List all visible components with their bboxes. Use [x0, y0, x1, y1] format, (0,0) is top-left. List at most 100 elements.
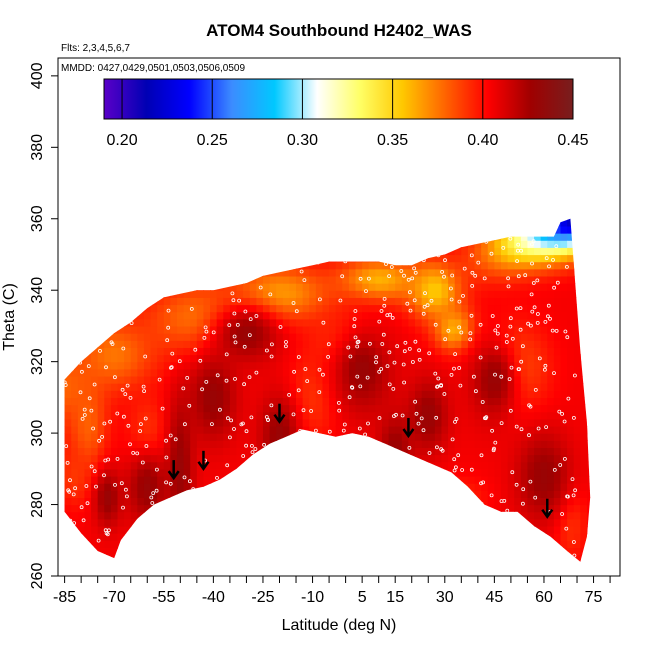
heat-cell [163, 297, 171, 306]
heat-cell [97, 397, 105, 406]
heat-cell [434, 433, 443, 441]
heat-cell [150, 468, 158, 477]
heat-cell [329, 290, 337, 298]
heat-cell [560, 247, 568, 256]
heat-cell [520, 361, 529, 370]
heat-cell [124, 504, 132, 513]
heat-cell [315, 290, 324, 298]
heat-cell [500, 368, 509, 377]
heat-cell [481, 254, 489, 263]
heat-cell [84, 447, 92, 456]
heat-cell [494, 461, 502, 470]
heat-cell [540, 418, 548, 427]
heat-cell [474, 475, 482, 484]
heat-cell [236, 383, 244, 391]
heat-cell [401, 354, 410, 363]
heat-cell [520, 311, 529, 320]
heat-cell [567, 375, 575, 384]
heat-cell [441, 354, 449, 363]
heat-cell [481, 397, 489, 406]
heat-cell [256, 425, 264, 434]
heat-cell [77, 454, 86, 463]
heat-cell [434, 325, 443, 334]
heat-cell [289, 354, 297, 363]
sample-point [232, 311, 237, 316]
sample-point [96, 538, 101, 543]
heat-cell [348, 425, 357, 434]
heat-cell [91, 425, 99, 434]
heat-cell [190, 340, 198, 348]
heat-cell [547, 483, 555, 491]
heat-cell [560, 540, 568, 549]
heat-cell [474, 240, 482, 248]
heat-cell [547, 311, 555, 320]
heat-cell [441, 297, 449, 306]
heat-cell [256, 340, 264, 348]
heat-cell [124, 454, 132, 463]
heat-cell [137, 511, 145, 520]
heat-cell [190, 483, 198, 491]
heat-cell [547, 261, 555, 270]
heat-cell [243, 318, 251, 327]
sample-point [543, 367, 547, 372]
heat-cell [375, 354, 383, 363]
sample-point [506, 276, 511, 281]
heat-cell [296, 340, 304, 348]
heat-cell [507, 311, 515, 320]
heat-cell [335, 375, 343, 384]
heat-cell [348, 283, 357, 291]
heat-cell [553, 275, 562, 284]
heat-cell [342, 375, 350, 384]
heat-cell [104, 361, 112, 370]
heat-cell [289, 275, 297, 284]
heat-cell [441, 404, 449, 413]
heat-cell [368, 340, 376, 348]
heat-cell [256, 404, 264, 413]
heat-cell [467, 418, 476, 427]
heat-cell [514, 504, 522, 513]
heat-cell [520, 468, 529, 477]
heat-cell [580, 433, 588, 441]
heat-cell [91, 490, 99, 498]
heat-cell [527, 483, 535, 491]
heat-cell [124, 347, 132, 356]
heat-cell [296, 325, 304, 334]
sample-point [504, 333, 509, 338]
heat-cell [84, 518, 92, 527]
heat-cell [236, 311, 244, 320]
heat-cell [210, 375, 218, 384]
heat-cell [401, 404, 410, 413]
sample-point [544, 425, 548, 430]
heat-cell [170, 347, 178, 356]
heat-cell [229, 311, 238, 320]
heat-cell [467, 354, 476, 363]
heat-cell [580, 483, 588, 491]
heat-cell [256, 283, 264, 291]
heat-cell [84, 375, 92, 384]
heat-cell [474, 461, 482, 470]
heat-cell [269, 290, 277, 298]
heat-cell [84, 404, 92, 413]
heat-cell [84, 497, 92, 506]
heat-cell [163, 461, 171, 470]
heat-cell [395, 347, 403, 356]
heat-cell [534, 268, 542, 277]
heat-cell [540, 325, 548, 334]
heat-cell [540, 440, 548, 448]
heat-cell [137, 504, 145, 513]
heat-cell [309, 397, 317, 406]
heat-cell [282, 368, 291, 377]
heat-cell [137, 361, 145, 370]
heat-cell [117, 511, 125, 520]
heat-cell [421, 440, 429, 448]
heat-cell [494, 261, 502, 270]
heat-cell [329, 354, 337, 363]
heat-cell [348, 361, 357, 370]
heat-cell [467, 333, 476, 341]
heat-cell [183, 440, 191, 448]
heat-cell [534, 518, 542, 527]
heat-cell [84, 411, 92, 420]
heat-cell [547, 490, 555, 498]
heat-cell [474, 340, 482, 348]
heat-cell [461, 304, 469, 313]
